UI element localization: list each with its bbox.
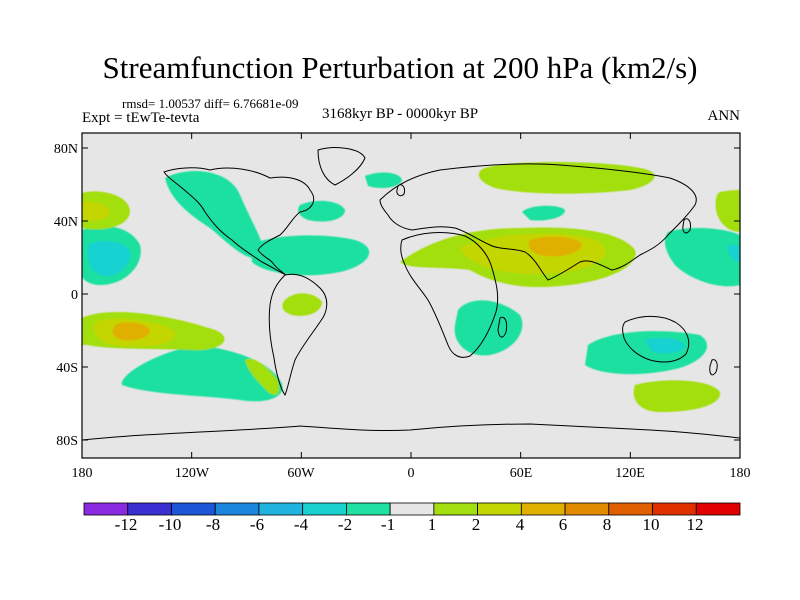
colorbar (83, 502, 741, 516)
colorbar-label: 1 (427, 515, 437, 534)
rmsd-stats: rmsd= 1.00537 diff= 6.76681e-09 (122, 96, 299, 111)
pos-region-atlantic (282, 293, 322, 316)
pos2-region-np-w (82, 201, 110, 221)
lat-tick-label: 80N (53, 142, 78, 157)
colorbar-label: -2 (337, 515, 353, 534)
neg-region-southafrica (454, 300, 523, 356)
pos-region-andes (245, 358, 280, 395)
neg-region-europe (365, 172, 402, 188)
colorbar-label: 12 (686, 515, 704, 534)
coast-japan (682, 218, 691, 234)
colorbar-swatch (83, 502, 129, 516)
colorbar-label: 10 (642, 515, 660, 534)
neg-region-npacific (165, 171, 264, 259)
neg-region-caribbean (250, 235, 370, 276)
neg2-region-wpac-edge (728, 244, 740, 262)
map-title: Streamfunction Perturbation at 200 hPa (… (102, 50, 698, 85)
pos-region-siberia (478, 162, 655, 194)
pos-region-np-e (715, 190, 740, 232)
neg-region-cent-asia (522, 205, 565, 221)
lon-tick-label: 60E (509, 466, 533, 481)
colorbar-label: -4 (293, 515, 309, 534)
neg-region-s-pac (121, 345, 283, 402)
colorbar-swatch (652, 502, 697, 516)
colorbar-label: 4 (515, 515, 525, 534)
coast-africa (400, 232, 499, 358)
experiment-label: Expt = tEwTe-tevta (82, 110, 200, 126)
colorbar-swatch (345, 502, 391, 516)
coast-madagascar (497, 316, 508, 338)
pos3-region-asia (528, 236, 582, 257)
coast-greenland (317, 147, 366, 186)
coast-antarctica (82, 423, 740, 441)
colorbar-swatch (171, 502, 216, 516)
colorbar-swatch (695, 502, 741, 516)
colorbar-label: -1 (380, 515, 396, 534)
period-label: 3168kyr BP - 0000kyr BP (322, 106, 479, 122)
colorbar-swatch (477, 502, 522, 516)
colorbar-label: 6 (558, 515, 568, 534)
lon-tick-label: 180 (729, 466, 751, 481)
colorbar-swatch (302, 502, 347, 516)
coast-eurasia (379, 163, 697, 281)
coastlines (82, 147, 740, 441)
colorbar-label: -10 (158, 515, 182, 534)
lon-tick-label: 120E (615, 466, 645, 481)
lon-tick-label: 0 (407, 466, 415, 481)
axis-ticks (81, 133, 741, 458)
lat-tick-label: 0 (71, 288, 78, 303)
lon-tick-label: 60W (287, 466, 315, 481)
coast-south-america (268, 273, 328, 397)
colorbar-label: 2 (471, 515, 481, 534)
lat-tick-label: 40N (53, 215, 78, 230)
coast-uk (396, 184, 405, 197)
coast-australia (622, 315, 690, 363)
contour-field (82, 162, 740, 412)
coast-north-america (163, 167, 315, 276)
neg2-region-austr (645, 337, 685, 354)
colorbar-swatch (608, 502, 653, 516)
neg-region-wpac (664, 228, 740, 287)
neg-region-natl (298, 200, 345, 222)
colorbar-swatch (520, 502, 566, 516)
coast-nz (709, 359, 718, 376)
pos-region-s-ind (633, 380, 721, 412)
neg2-region-pacific (87, 240, 131, 277)
colorbar-label: -12 (114, 515, 138, 534)
lon-tick-label: 120W (174, 466, 210, 481)
season-label: ANN (707, 108, 741, 124)
colorbar-swatch (564, 502, 610, 516)
colorbar-swatch (433, 502, 479, 516)
colorbar-label: -6 (249, 515, 265, 534)
colorbar-swatch (258, 502, 304, 516)
lon-tick-label: 180 (71, 466, 93, 481)
colorbar-swatch (214, 502, 260, 516)
colorbar-label: -8 (205, 515, 221, 534)
lat-tick-label: 80S (56, 434, 78, 449)
pos3-region-s-pac (112, 322, 150, 341)
colorbar-swatch (389, 502, 435, 516)
colorbar-label: 8 (602, 515, 612, 534)
lat-tick-label: 40S (56, 361, 78, 376)
colorbar-swatch (127, 502, 172, 516)
